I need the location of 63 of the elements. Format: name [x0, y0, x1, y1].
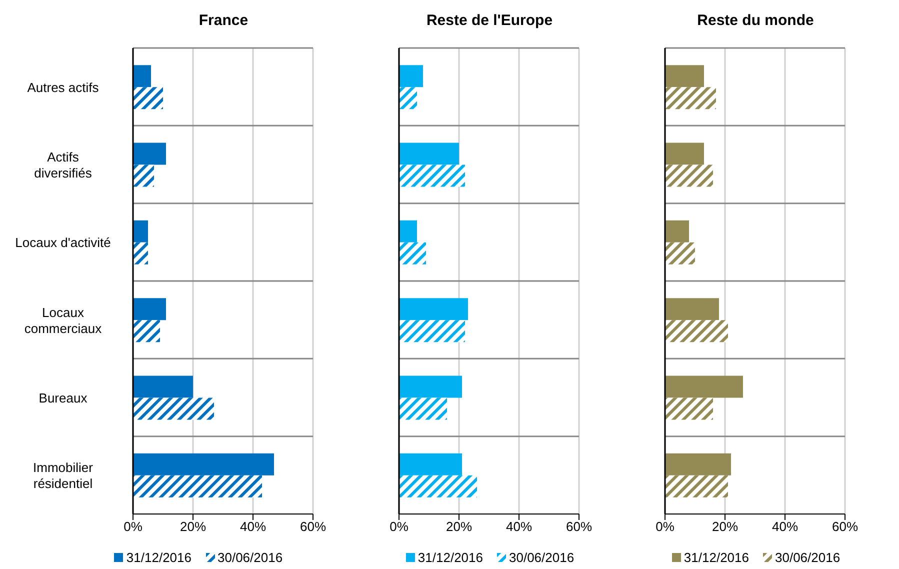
bar	[665, 142, 704, 165]
bar	[133, 65, 151, 88]
bar	[399, 87, 417, 110]
bar	[665, 220, 689, 242]
x-tick-label: 20%	[180, 519, 206, 534]
legend-label: 31/12/2016	[684, 550, 749, 565]
bar	[399, 475, 477, 498]
x-tick-label: 20%	[446, 519, 472, 534]
chart-title: France	[198, 12, 250, 31]
y-tick-label: Locaux d'activité	[15, 234, 111, 250]
y-tick-label: Bureaux	[38, 390, 88, 405]
legend-label: 30/06/2016	[218, 550, 283, 565]
x-tick-label: 40%	[772, 519, 798, 534]
bar	[665, 398, 713, 420]
bar	[399, 220, 417, 242]
bar	[133, 320, 160, 342]
legend-label: 31/12/2016	[126, 550, 192, 565]
y-tick-label: Autres actifs	[27, 79, 100, 94]
legend-label: 31/12/2016	[418, 550, 483, 565]
y-tick-label: Actifs diversifiés	[34, 149, 92, 180]
bar	[665, 298, 719, 320]
bar	[399, 453, 462, 476]
bar	[665, 87, 716, 110]
bar	[133, 142, 166, 165]
bar	[665, 475, 728, 498]
x-tick-label: 0%	[124, 519, 143, 534]
y-tick-label: Immobilier résidentiel	[33, 460, 94, 491]
bar	[133, 298, 166, 320]
x-tick-label: 0%	[656, 519, 675, 534]
bar	[399, 298, 468, 320]
x-tick-label: 60%	[832, 519, 858, 534]
x-tick-label: 40%	[240, 519, 266, 534]
bar	[133, 376, 193, 398]
bar	[665, 320, 728, 342]
bar	[133, 475, 262, 498]
bar	[399, 320, 465, 342]
y-tick-label: Locaux commerciaux	[24, 304, 102, 336]
bar	[133, 242, 148, 264]
bar	[665, 65, 704, 88]
bar	[399, 164, 465, 187]
chart-title: Reste de l'Europe	[425, 12, 554, 31]
chart-title: Reste du monde	[696, 12, 815, 31]
x-tick-label: 0%	[390, 519, 409, 534]
x-tick-label: 20%	[712, 519, 738, 534]
bar	[133, 453, 274, 476]
bar	[399, 242, 426, 264]
bar	[133, 220, 148, 242]
legend-label: 30/06/2016	[509, 550, 574, 565]
bar	[665, 453, 731, 476]
x-tick-label: 60%	[300, 519, 326, 534]
bar	[665, 164, 713, 187]
x-tick-label: 60%	[566, 519, 592, 534]
bar	[665, 376, 743, 398]
bar	[133, 164, 154, 187]
bar	[399, 142, 459, 165]
bar	[399, 398, 447, 420]
bar	[665, 242, 695, 264]
bar	[133, 398, 214, 420]
legend-label: 30/06/2016	[775, 550, 840, 565]
bar	[133, 87, 163, 110]
bar	[399, 376, 462, 398]
x-tick-label: 40%	[506, 519, 532, 534]
bar	[399, 65, 423, 88]
